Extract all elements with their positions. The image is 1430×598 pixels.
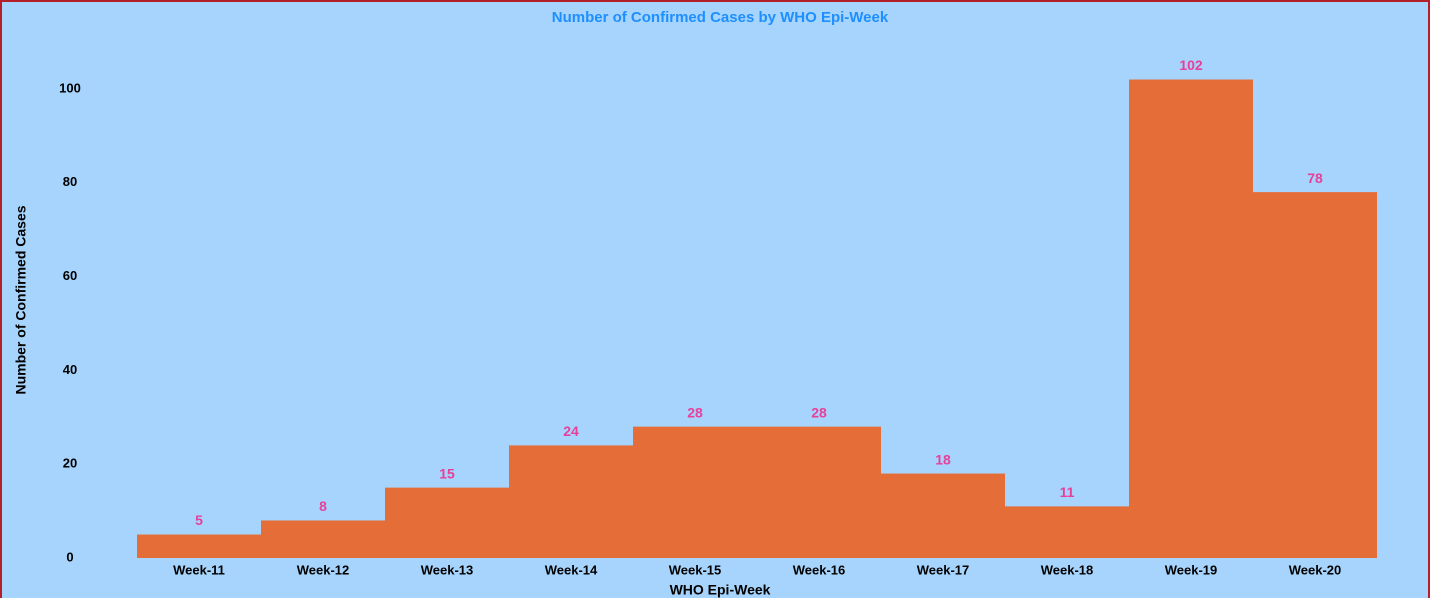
- bar: [261, 520, 385, 558]
- x-tick-label: Week-11: [173, 562, 225, 577]
- value-label: 28: [687, 404, 703, 420]
- x-tick-label: Week-17: [917, 562, 970, 577]
- value-label: 102: [1179, 57, 1203, 73]
- bar: [137, 534, 261, 558]
- y-tick-label: 0: [66, 549, 73, 564]
- bar: [1129, 79, 1253, 558]
- y-tick-label: 20: [63, 456, 77, 471]
- x-tick-label: Week-12: [297, 562, 350, 577]
- x-tick-label: Week-19: [1165, 562, 1218, 577]
- y-axis-title: Number of Confirmed Cases: [13, 205, 29, 394]
- value-label: 5: [195, 512, 203, 528]
- value-label: 15: [439, 465, 455, 481]
- bar: [633, 426, 757, 558]
- value-label: 11: [1060, 484, 1075, 500]
- x-tick-label: Week-15: [669, 562, 722, 577]
- y-tick-label: 40: [63, 362, 77, 377]
- chart-title: Number of Confirmed Cases by WHO Epi-Wee…: [552, 9, 889, 26]
- x-tick-label: Week-16: [793, 562, 846, 577]
- x-axis-title: WHO Epi-Week: [670, 582, 771, 598]
- value-label: 78: [1307, 170, 1323, 186]
- bar: [1253, 192, 1377, 559]
- bar: [509, 445, 633, 558]
- bar: [385, 487, 509, 558]
- value-label: 8: [319, 498, 327, 514]
- x-tick-label: Week-18: [1041, 562, 1094, 577]
- bar: [1005, 506, 1129, 558]
- value-label: 28: [811, 404, 827, 420]
- x-tick-label: Week-20: [1289, 562, 1342, 577]
- y-tick-label: 80: [63, 174, 77, 189]
- x-tick-label: Week-13: [421, 562, 474, 577]
- value-label: 24: [563, 423, 579, 439]
- y-tick-label: 60: [63, 268, 77, 283]
- bar: [881, 473, 1005, 558]
- value-label: 18: [935, 451, 951, 467]
- y-tick-label: 100: [59, 80, 81, 95]
- bar: [757, 426, 881, 558]
- x-tick-label: Week-14: [545, 562, 598, 577]
